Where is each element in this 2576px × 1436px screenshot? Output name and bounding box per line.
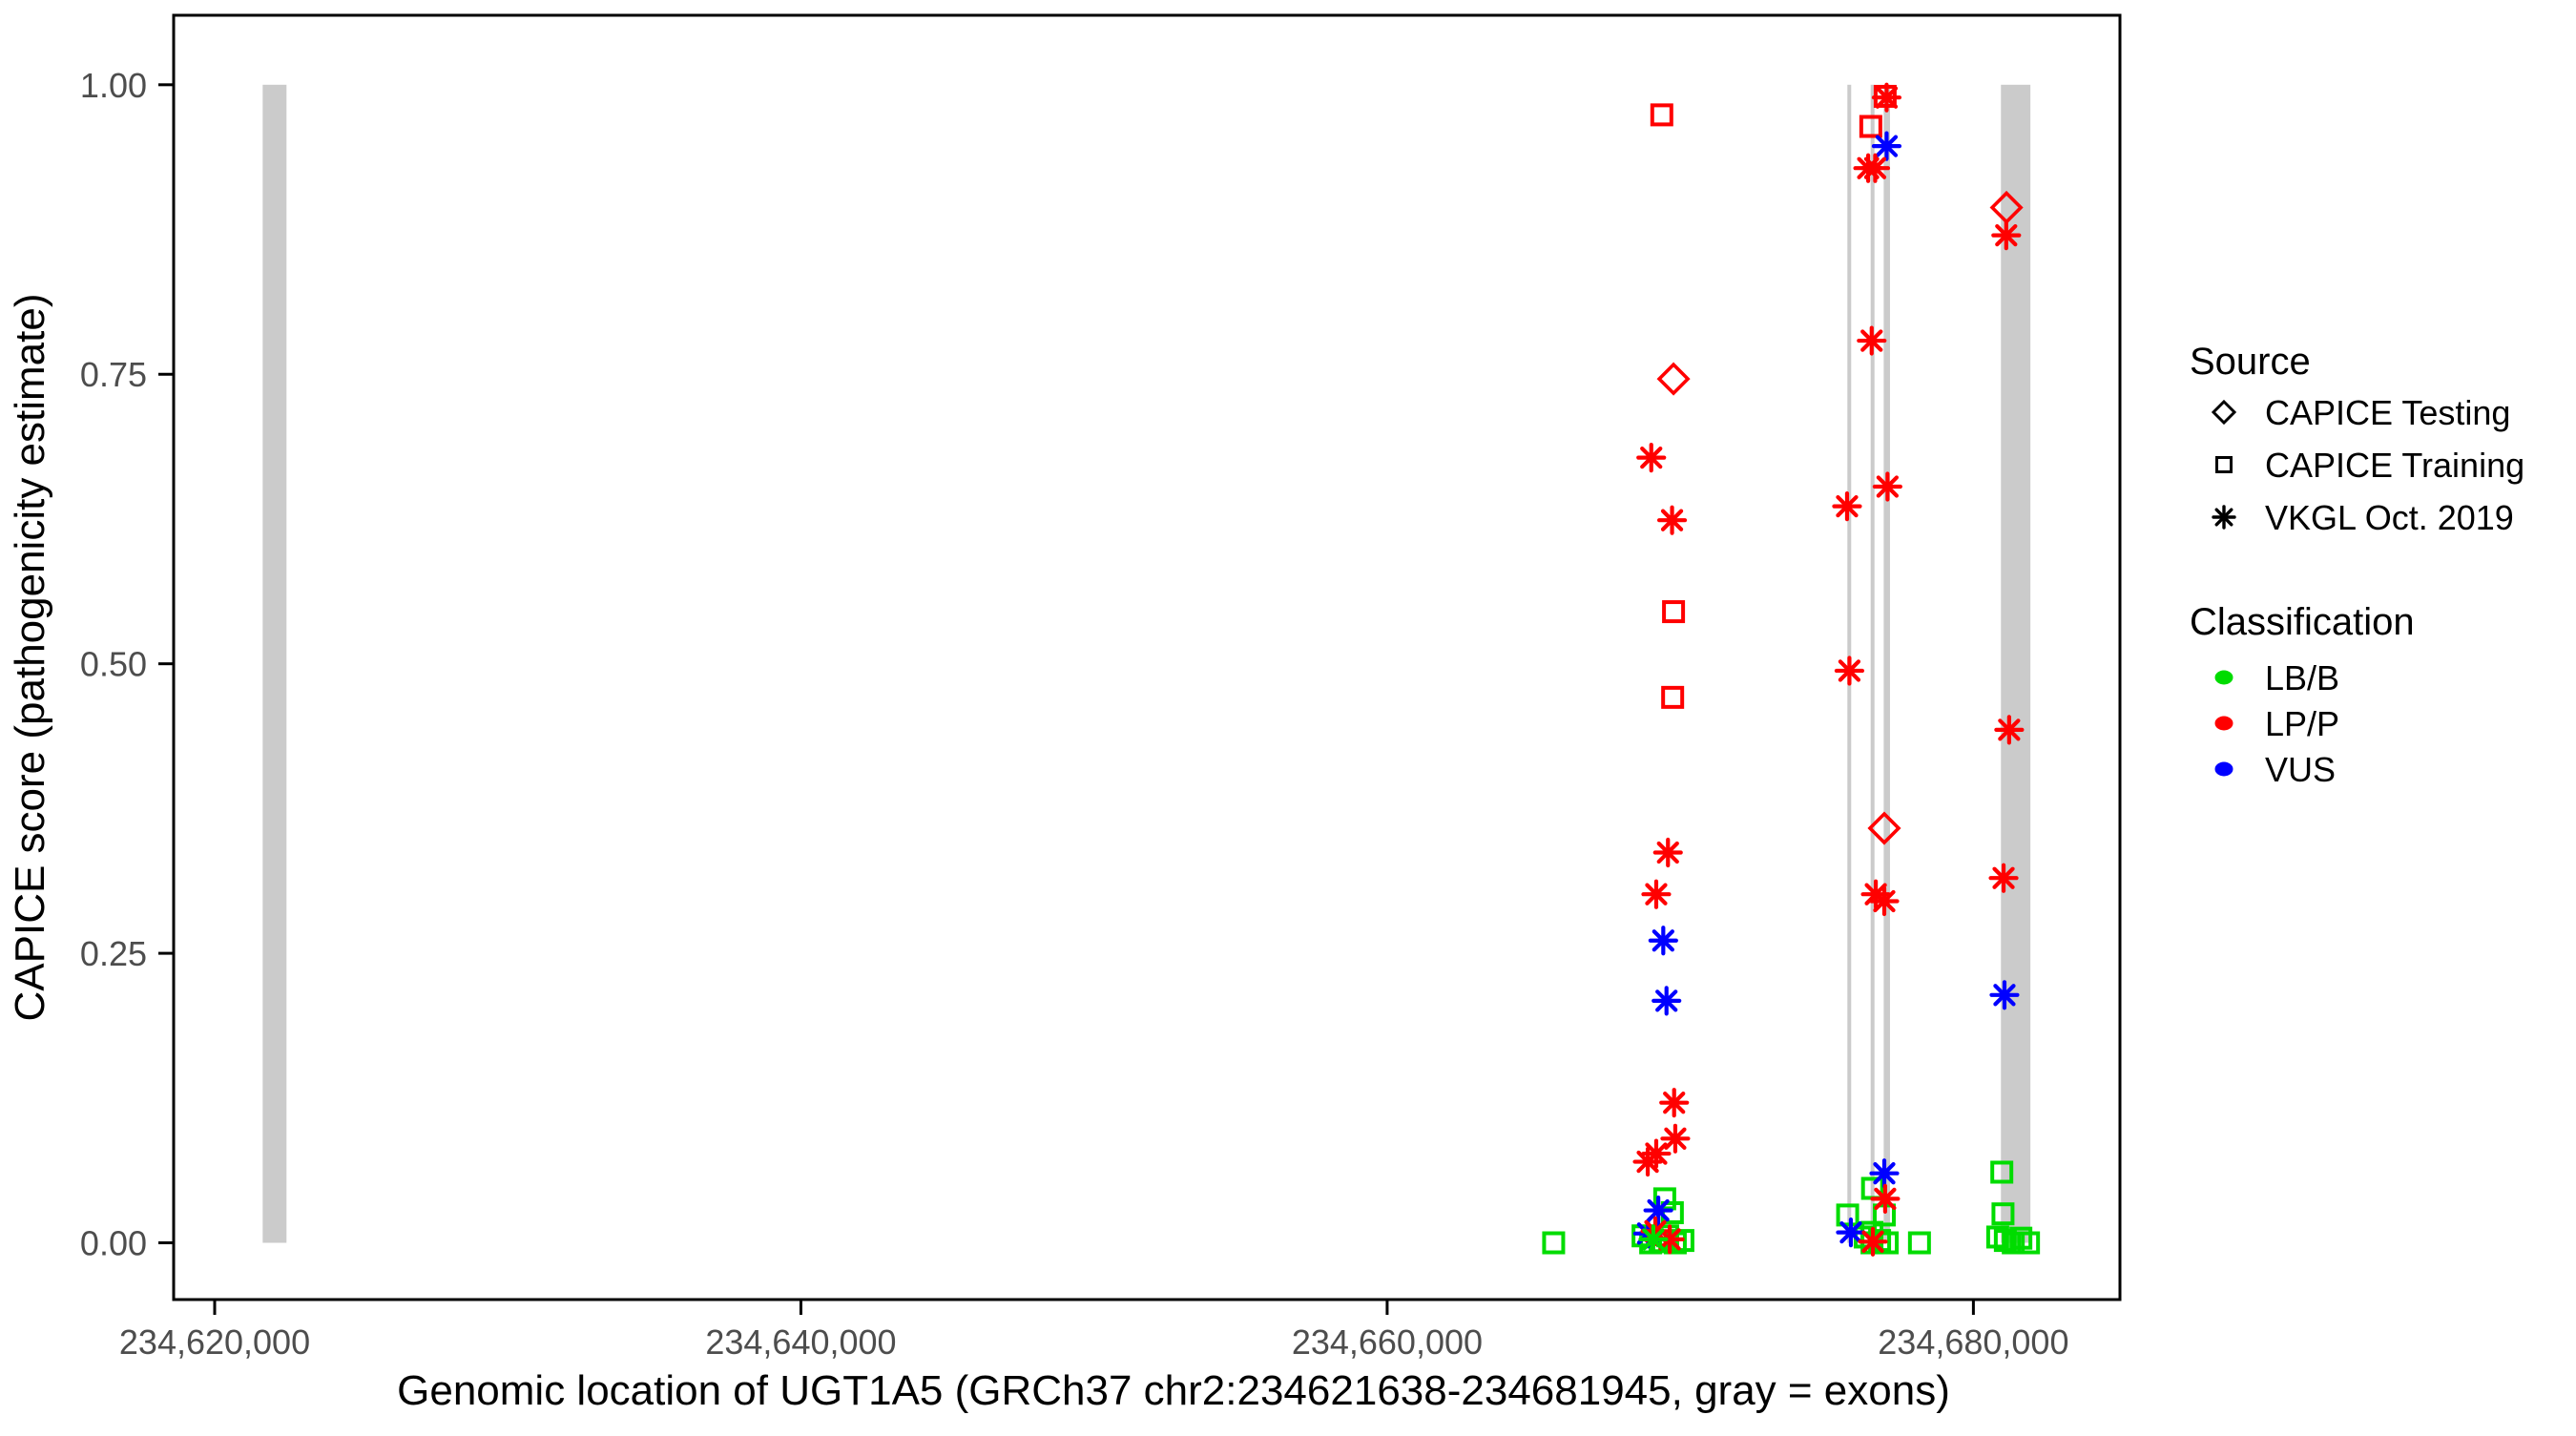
data-point-square: [1991, 1202, 2015, 1226]
data-points: [1542, 82, 2041, 1257]
y-tick-label: 0.25: [80, 934, 147, 973]
y-tick-label: 0.50: [80, 645, 147, 684]
data-point-asterisk: [1989, 980, 2020, 1010]
asterisk-icon: [2212, 505, 2236, 530]
x-axis-title: Genomic location of UGT1A5 (GRCh37 chr2:…: [397, 1367, 1950, 1414]
legend-item-classification: VUS: [2214, 750, 2336, 789]
data-point-asterisk: [1652, 986, 1682, 1016]
data-point-asterisk: [1869, 1158, 1900, 1189]
data-point-asterisk: [1834, 656, 1865, 686]
data-point-asterisk: [1988, 863, 2019, 893]
data-point-diamond: [1867, 811, 1901, 845]
data-point-asterisk: [1871, 131, 1902, 161]
data-point-square: [1652, 1187, 1676, 1211]
data-point-asterisk: [1652, 837, 1683, 868]
data-point-square: [2002, 1231, 2025, 1255]
data-point-asterisk: [1870, 1183, 1901, 1215]
data-point-asterisk: [1991, 220, 2022, 251]
exon-bar: [2001, 84, 2031, 1243]
legend-item-classification: LP/P: [2214, 704, 2339, 743]
data-point-square: [1650, 103, 1673, 127]
data-point-square: [2009, 1226, 2033, 1250]
data-point-square: [1662, 600, 1686, 624]
data-point-asterisk: [1859, 153, 1891, 183]
legend-label: LP/P: [2265, 704, 2339, 743]
color-swatch-icon: [2214, 670, 2233, 685]
panel-border: [172, 13, 2122, 1301]
data-point-asterisk: [1871, 82, 1902, 113]
data-point-square: [1985, 1225, 2009, 1249]
data-point-asterisk: [1994, 715, 2025, 745]
y-axis: 0.00 0.25 0.50 0.75 1.00: [80, 66, 174, 1263]
legend-label: LB/B: [2265, 658, 2339, 697]
exon-bar: [1883, 84, 1890, 1243]
square-icon: [2215, 456, 2233, 473]
data-point-asterisk: [1869, 885, 1900, 917]
legend-title-classification: Classification: [2190, 601, 2415, 643]
plot-panel: [172, 13, 2122, 1301]
legend-item-square: CAPICE Training: [2215, 446, 2524, 485]
y-axis-title: CAPICE score (pathogenicity estimate): [7, 294, 53, 1022]
legend-label: CAPICE Training: [2265, 446, 2524, 485]
diamond-icon: [2211, 399, 2237, 426]
y-tick-label: 1.00: [80, 66, 147, 105]
data-point-square: [1661, 685, 1685, 709]
data-point-square: [1836, 1203, 1859, 1227]
data-point-asterisk: [1632, 1146, 1663, 1177]
data-point-asterisk: [1832, 491, 1862, 522]
data-point-asterisk: [1857, 325, 1887, 356]
legend: Source CAPICE Testing CAPICE Training VKGL …: [2190, 341, 2524, 789]
color-swatch-icon: [2214, 761, 2233, 777]
data-point-diamond: [1656, 362, 1691, 396]
data-point-asterisk: [1872, 471, 1902, 502]
data-point-square: [1907, 1231, 1931, 1255]
data-point-asterisk: [1643, 1195, 1673, 1226]
data-point-diamond: [1989, 190, 2024, 225]
data-point-asterisk: [1656, 505, 1688, 535]
data-point-asterisk: [1836, 1217, 1866, 1248]
y-tick-label: 0.75: [80, 355, 147, 394]
legend-label: VUS: [2265, 750, 2336, 789]
legend-label: CAPICE Testing: [2265, 393, 2510, 432]
legend-label: VKGL Oct. 2019: [2265, 498, 2514, 537]
data-point-asterisk: [1659, 1088, 1690, 1118]
x-tick-label: 234,680,000: [1878, 1322, 2068, 1362]
exon-bar: [262, 84, 287, 1243]
data-point-asterisk: [1648, 926, 1678, 956]
data-point-asterisk: [1638, 1224, 1669, 1255]
legend-item-classification: LB/B: [2214, 658, 2339, 697]
legend-title-source: Source: [2190, 341, 2311, 383]
exon-bars: [262, 84, 2031, 1243]
data-point-asterisk: [1641, 879, 1672, 909]
data-point-square: [1990, 1160, 2014, 1184]
legend-item-asterisk: VKGL Oct. 2019: [2212, 498, 2514, 537]
x-axis: 234,620,000 234,640,000 234,660,000 234,680…: [119, 1300, 2068, 1362]
data-point-asterisk: [1858, 1226, 1888, 1257]
x-tick-label: 234,620,000: [119, 1322, 310, 1362]
data-point-square: [1859, 114, 1882, 138]
x-tick-label: 234,660,000: [1292, 1322, 1483, 1362]
x-tick-label: 234,640,000: [705, 1322, 896, 1362]
exon-bar: [1870, 84, 1875, 1243]
data-point-asterisk: [1660, 1123, 1691, 1154]
color-swatch-icon: [2214, 716, 2233, 731]
legend-item-diamond: CAPICE Testing: [2211, 393, 2510, 432]
data-point-asterisk: [1636, 443, 1667, 473]
data-point-square: [2017, 1231, 2041, 1255]
y-tick-label: 0.00: [80, 1224, 147, 1263]
data-point-square: [1542, 1231, 1566, 1255]
